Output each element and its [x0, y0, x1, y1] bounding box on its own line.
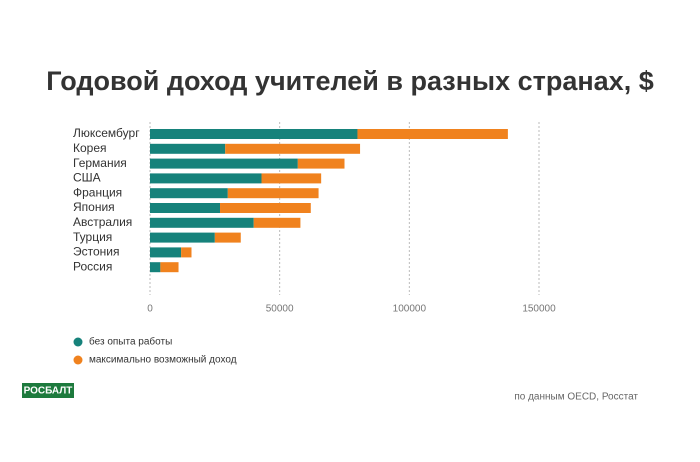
bar — [220, 203, 311, 213]
legend-label: максимально возможный доход — [89, 355, 237, 366]
bar — [297, 158, 345, 169]
y-tick-label: Австралия — [73, 215, 132, 229]
bar — [150, 143, 226, 154]
bar — [227, 188, 319, 199]
x-tick-label: 100000 — [393, 304, 427, 315]
legend-label: без опыта работы — [89, 336, 172, 348]
y-tick-label: Люксембург — [73, 126, 140, 140]
bar — [160, 262, 179, 273]
bar — [357, 129, 508, 139]
bar — [181, 247, 192, 258]
x-tick-label: 150000 — [522, 304, 556, 315]
bar — [225, 143, 361, 154]
logo-box — [22, 383, 74, 398]
bar — [150, 232, 215, 243]
x-tick-label: 50000 — [266, 304, 294, 315]
bar — [261, 173, 322, 184]
bar — [150, 262, 161, 273]
x-tick-label: 0 — [147, 304, 153, 315]
y-tick-label: Эстония — [73, 245, 120, 259]
y-tick-label: Турция — [73, 230, 112, 244]
bar — [150, 173, 262, 184]
y-tick-label: Япония — [73, 200, 115, 214]
bar — [150, 247, 182, 258]
bar — [150, 158, 298, 169]
bar — [150, 203, 221, 213]
legend-swatch — [73, 337, 83, 347]
bar — [150, 188, 228, 199]
y-tick-label: Корея — [73, 141, 107, 155]
chart-title: Годовой доход учителей в разных странах,… — [46, 66, 653, 96]
bar — [150, 217, 254, 228]
bar — [253, 217, 301, 228]
y-tick-label: Германия — [73, 156, 127, 170]
y-tick-label: Россия — [73, 259, 112, 273]
y-tick-label: Франция — [73, 185, 122, 199]
source: по данным OECD, Росстат — [514, 392, 638, 403]
logo: РОСБАЛТ — [24, 386, 73, 397]
y-tick-label: США — [73, 171, 101, 185]
bar — [150, 129, 358, 139]
legend-swatch — [73, 355, 83, 365]
bar — [214, 232, 241, 243]
